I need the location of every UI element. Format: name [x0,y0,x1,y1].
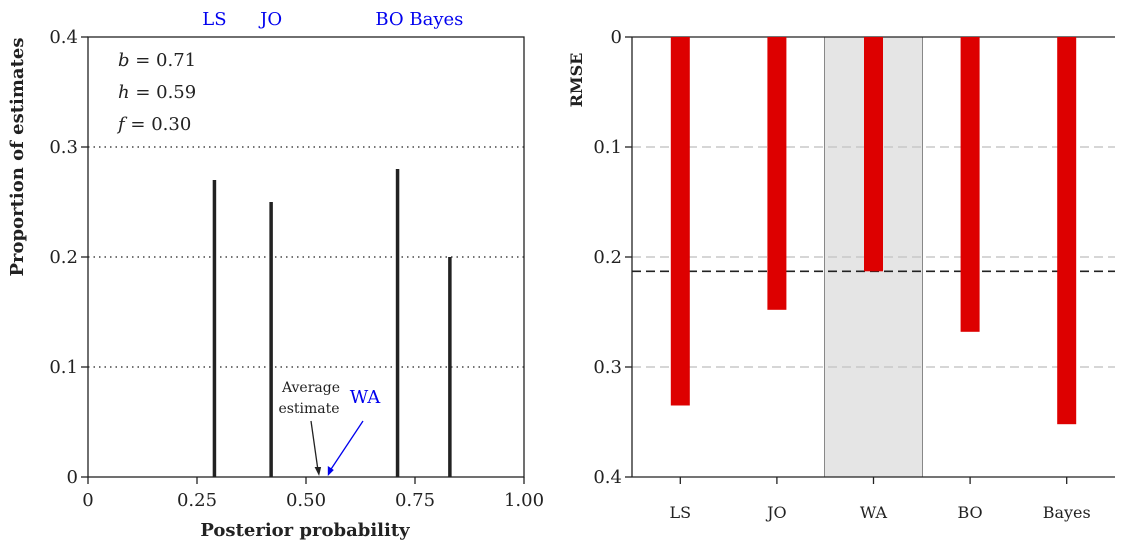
parameter-symbol: b [118,50,130,71]
right-y-tick-label: 0.3 [593,357,622,378]
left-y-tick-label: 0.4 [49,27,78,48]
left-y-tick-label: 0.3 [49,137,78,158]
left-annotations: Average estimate WA [278,380,381,476]
wa-arrow [329,420,364,472]
left-x-tick-label: 0.25 [177,490,217,511]
left-x-tick-label: 0.50 [286,490,326,511]
wa-arrowhead [327,466,334,476]
right-y-tick-label: 0.2 [593,247,622,268]
average-estimate-arrow [310,420,319,472]
method-label-top: BO Bayes [375,9,463,30]
parameter-value: = 0.71 [130,50,197,71]
left-y-axis-label: Proportion of estimates [7,38,28,277]
rmse-bar [864,37,883,272]
category-label: WA [860,503,888,522]
right-rmse-panel: 0 0.1 0.2 0.3 0.4 LS JO WA BO Bayes RMSE [567,27,1115,522]
parameter-label: f = 0.30 [116,114,191,135]
rmse-bar [670,37,690,406]
left-parameter-labels: b = 0.71h = 0.59f = 0.30 [116,50,196,135]
right-bars [670,37,1077,425]
left-top-labels: LS JO BO Bayes [202,9,463,30]
rmse-bar [1057,37,1077,425]
method-label-top: LS [202,9,226,30]
rmse-bar [767,37,787,310]
right-y-tick-label: 0 [611,27,622,48]
parameter-label: h = 0.59 [118,82,196,103]
left-axis-ticks: 0 0.1 0.2 0.3 0.4 0 0.25 0.50 0.75 1.00 [49,27,544,511]
right-y-axis-label: RMSE [567,53,586,108]
left-y-tick-label: 0.1 [49,357,78,378]
average-estimate-label-line2: estimate [278,401,339,417]
right-axis-ticks: 0 0.1 0.2 0.3 0.4 LS JO WA BO Bayes [593,27,1090,522]
left-y-tick-label: 0.2 [49,247,78,268]
average-estimate-label-line1: Average [281,380,340,396]
parameter-value: = 0.30 [125,114,192,135]
left-x-tick-label: 0.75 [395,490,435,511]
parameter-label: b = 0.71 [118,50,196,71]
category-label: BO [958,503,983,522]
rmse-bar [960,37,980,332]
left-gridlines [88,146,524,368]
left-x-tick-label: 0 [82,490,93,511]
right-y-tick-label: 0.4 [593,467,622,488]
parameter-symbol: h [118,82,130,103]
wa-label: WA [350,387,382,408]
category-label: JO [765,503,787,522]
category-label: Bayes [1043,503,1091,522]
left-histogram-panel: 0 0.1 0.2 0.3 0.4 0 0.25 0.50 0.75 1.00 Proportio… [7,9,544,541]
category-label: LS [670,503,692,522]
right-y-tick-label: 0.1 [593,137,622,158]
left-bars [212,169,452,477]
left-x-axis-label: Posterior probability [200,520,410,541]
parameter-value: = 0.59 [130,82,197,103]
left-y-tick-label: 0 [67,467,78,488]
left-x-tick-label: 1.00 [504,490,544,511]
method-label-top: JO [258,9,282,30]
average-estimate-arrowhead [314,467,322,476]
